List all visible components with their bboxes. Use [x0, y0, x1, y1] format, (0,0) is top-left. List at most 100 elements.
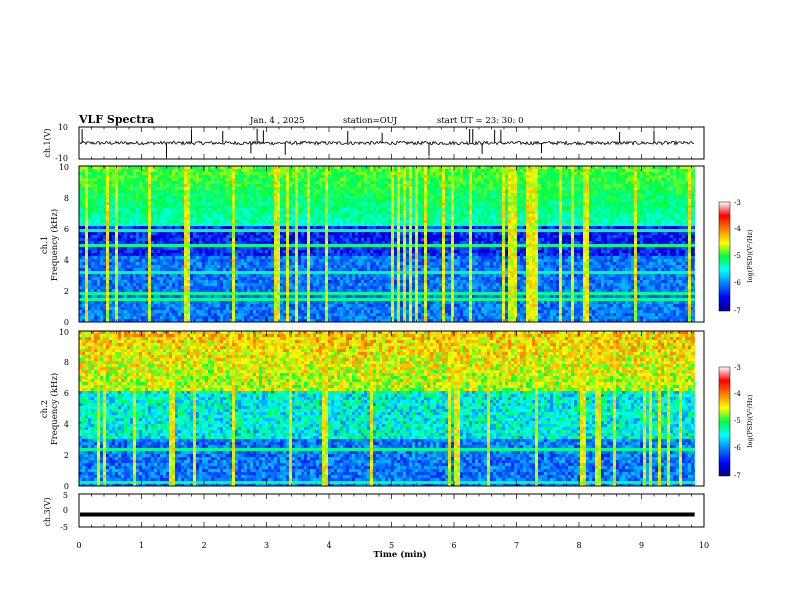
spectrogram-cell — [616, 196, 620, 200]
spectrogram-cell — [106, 175, 110, 179]
spectrogram-cell — [613, 214, 617, 218]
spectrogram-cell — [670, 220, 674, 224]
spectrogram-cell — [139, 208, 143, 212]
spectrogram-cell — [514, 199, 518, 203]
spectrogram-cell — [283, 223, 287, 227]
spectrogram-cell — [88, 169, 92, 173]
spectrogram-cell — [640, 172, 644, 176]
spectrogram-cell — [466, 178, 470, 182]
spectrogram-cell — [577, 232, 581, 236]
spectrogram-cell — [406, 193, 410, 197]
spectrogram-cell — [526, 190, 530, 194]
spectrogram-cell — [592, 229, 596, 233]
spectrogram-cell — [439, 169, 443, 173]
spectrogram-cell — [400, 214, 404, 218]
spectrogram-cell — [313, 211, 317, 215]
spectrogram-cell — [220, 226, 224, 230]
spectrogram-cell — [100, 178, 104, 182]
spectrogram-cell — [520, 178, 524, 182]
spectrogram-cell — [349, 202, 353, 206]
spectrogram-cell — [370, 169, 374, 173]
spectrogram-cell — [667, 214, 671, 218]
spectrogram-cell — [583, 229, 587, 233]
spectrogram-cell — [577, 208, 581, 212]
spectrogram-cell — [157, 217, 161, 221]
spectrogram-cell — [532, 181, 536, 185]
spectrogram-cell — [85, 205, 89, 209]
spectrogram-cell — [514, 220, 518, 224]
spectrogram-cell — [268, 211, 272, 215]
spectrogram-cell — [334, 220, 338, 224]
spectrogram-cell — [580, 193, 584, 197]
spectrogram-cell — [418, 190, 422, 194]
spectrogram-cell — [244, 199, 248, 203]
spectrogram-cell — [250, 178, 254, 182]
spectrogram-cell — [235, 217, 239, 221]
spectrogram-cell — [262, 235, 266, 239]
spectrogram-cell — [409, 226, 413, 230]
spectrogram-cell — [388, 214, 392, 218]
spectrogram-cell — [190, 184, 194, 188]
spectrogram-cell — [280, 211, 284, 215]
spectrogram-cell — [631, 229, 635, 233]
spectrogram-cell — [592, 232, 596, 236]
spectrogram-cell — [394, 232, 398, 236]
spectrogram-cell — [427, 211, 431, 215]
spectrogram-cell — [454, 184, 458, 188]
spectrogram-cell — [631, 190, 635, 194]
spectrogram-cell — [523, 175, 527, 179]
spectrogram-cell — [166, 166, 170, 170]
spectrogram-cell — [508, 229, 512, 233]
spectrogram-cell — [550, 217, 554, 221]
spectrogram-cell — [205, 229, 209, 233]
spectrogram-cell — [463, 166, 467, 170]
spectrogram-cell — [118, 235, 122, 239]
spectrogram-cell — [304, 220, 308, 224]
spectrogram-cell — [556, 208, 560, 212]
spectrogram-cell — [535, 193, 539, 197]
spectrogram-cell — [463, 205, 467, 209]
spectrogram-cell — [277, 193, 281, 197]
spectrogram-cell — [592, 190, 596, 194]
spectrogram-cell — [310, 205, 314, 209]
spectrogram-cell — [202, 223, 206, 227]
spectrogram-cell — [673, 184, 677, 188]
spectrogram-cell — [505, 211, 509, 215]
spectrogram-cell — [433, 169, 437, 173]
spectrogram-cell — [490, 196, 494, 200]
spectrogram-cell — [259, 190, 263, 194]
spectrogram-cell — [670, 196, 674, 200]
spectrogram-cell — [121, 223, 125, 227]
spectrogram-cell — [106, 229, 110, 233]
spectrogram-cell — [226, 226, 230, 230]
spectrogram-cell — [307, 208, 311, 212]
spectrogram-cell — [493, 193, 497, 197]
spectrogram-cell — [112, 208, 116, 212]
spectrogram-cell — [256, 181, 260, 185]
spectrogram-cell — [145, 223, 149, 227]
spectrogram-cell — [475, 217, 479, 221]
spectrogram-cell — [400, 169, 404, 173]
spectrogram-cell — [406, 232, 410, 236]
spectrogram-cell — [421, 205, 425, 209]
spectrogram-cell — [295, 226, 299, 230]
spectrogram-cell — [646, 169, 650, 173]
spectrogram-cell — [355, 184, 359, 188]
spectrogram-cell — [325, 169, 329, 173]
spectrogram-cell — [253, 220, 257, 224]
spectrogram-cell — [406, 199, 410, 203]
spectrogram-cell — [292, 205, 296, 209]
spectrogram-cell — [520, 175, 524, 179]
spectrogram-cell — [475, 205, 479, 209]
spectrogram-cell — [154, 172, 158, 176]
spectrogram-cell — [265, 217, 269, 221]
spectrogram-cell — [262, 226, 266, 230]
spectrogram-cell — [271, 178, 275, 182]
spectrogram-cell — [406, 208, 410, 212]
spectrogram-cell — [499, 178, 503, 182]
spectrogram-cell — [175, 235, 179, 239]
spectrogram-cell — [379, 208, 383, 212]
spectrogram-cell — [400, 190, 404, 194]
spectrogram-cell — [541, 214, 545, 218]
spectrogram-cell — [529, 226, 533, 230]
